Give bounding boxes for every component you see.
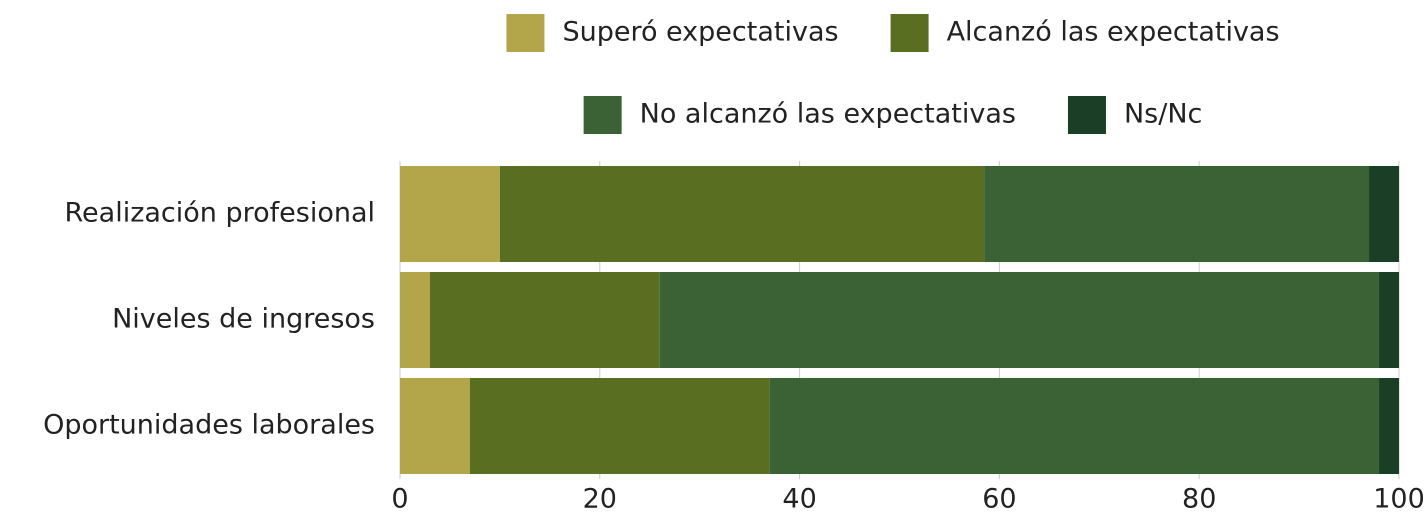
- legend-label: No alcanzó las expectativas: [640, 99, 1016, 130]
- bar-segment: [1369, 166, 1399, 262]
- legend-swatch: [583, 96, 622, 134]
- bar-segment: [429, 272, 660, 368]
- x-tick-label: 20: [583, 484, 617, 515]
- bar-segment: [400, 378, 470, 474]
- y-tick-label: Niveles de ingresos: [112, 304, 375, 335]
- legend-swatch: [506, 14, 545, 52]
- x-tick-label: 0: [391, 484, 408, 515]
- bar-segment: [400, 166, 500, 262]
- legend-swatch: [890, 14, 929, 52]
- legend-label: Alcanzó las expectativas: [947, 17, 1280, 48]
- x-tick-label: 40: [782, 484, 816, 515]
- x-tick-label: 80: [1182, 484, 1216, 515]
- bar-segment: [984, 166, 1370, 262]
- y-tick-label: Realización profesional: [64, 198, 375, 229]
- bar-segment: [1379, 272, 1399, 368]
- bar-segment: [400, 272, 430, 368]
- legend-label: Superó expectativas: [562, 17, 838, 48]
- bar-segment: [469, 378, 770, 474]
- x-tick-label: 60: [982, 484, 1016, 515]
- legend-label: Ns/Nc: [1124, 99, 1202, 130]
- y-tick-label: Oportunidades laborales: [43, 410, 375, 441]
- x-tick-label: 100: [1373, 484, 1425, 515]
- bar-segment: [1379, 378, 1399, 474]
- bar-segment: [499, 166, 985, 262]
- legend-swatch: [1067, 96, 1106, 134]
- bar-segment: [769, 378, 1380, 474]
- bar-segment: [659, 272, 1380, 368]
